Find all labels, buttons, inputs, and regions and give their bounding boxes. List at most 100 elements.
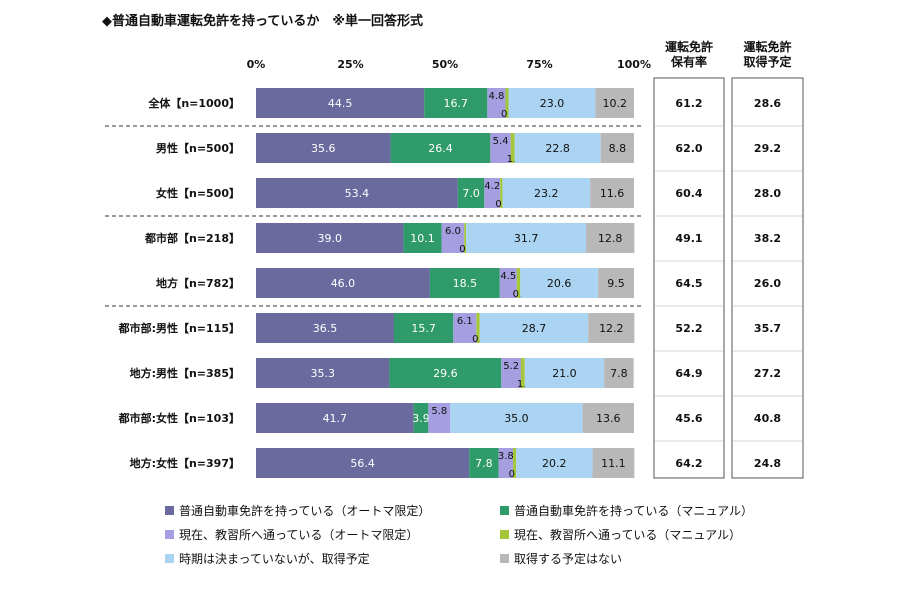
header-plan-rate: 運転免許 取得予定 — [743, 40, 792, 69]
bar-segment — [585, 223, 635, 253]
legend-label: 現在、教習所へ通っている（オートマ限定） — [179, 528, 419, 542]
data-label: 12.8 — [598, 232, 623, 245]
legend-label: 現在、教習所へ通っている（マニュアル） — [514, 528, 742, 542]
data-label: 31.7 — [514, 232, 539, 245]
category-label: 地方:男性【n=385】 — [130, 366, 240, 380]
hold-rate-value: 64.9 — [675, 367, 702, 380]
data-label: 4.5 — [500, 271, 516, 282]
plan-rate-value: 28.0 — [754, 187, 781, 200]
data-label: 5.4 — [493, 136, 509, 147]
bar-segment — [256, 88, 425, 118]
data-label: 39.0 — [317, 232, 342, 245]
bar-segment — [514, 133, 601, 163]
data-label: 21.0 — [552, 367, 577, 380]
legend-item: 時期は決まっていないが、取得予定 — [165, 550, 370, 567]
bar-segment — [582, 403, 634, 433]
bar-segment — [479, 313, 589, 343]
bar-segment — [508, 88, 596, 118]
bar-segment — [428, 403, 451, 433]
data-label: 11.6 — [600, 187, 625, 200]
data-label: 6.0 — [445, 226, 461, 237]
bar-segment — [487, 88, 506, 118]
data-label: 4.2 — [484, 181, 500, 192]
bar-segment — [595, 88, 634, 118]
data-label: 23.2 — [534, 187, 559, 200]
data-label: 7.8 — [475, 457, 493, 470]
bar-segment — [520, 268, 599, 298]
legend-label: 普通自動車免許を持っている（マニュアル） — [514, 504, 754, 518]
legend-item: 普通自動車免許を持っている（マニュアル） — [500, 502, 753, 519]
hold-rate-value: 64.2 — [675, 457, 702, 470]
bar-segment — [424, 88, 488, 118]
data-label: 7.8 — [610, 367, 628, 380]
bar-segment — [590, 178, 634, 208]
x-tick-label: 50% — [432, 58, 458, 71]
data-label: 9.5 — [607, 277, 625, 290]
hold-rate-value: 49.1 — [675, 232, 702, 245]
data-label: 26.4 — [428, 142, 453, 155]
data-label: 3.8 — [498, 451, 514, 462]
data-label: 16.7 — [444, 97, 469, 110]
category-label: 女性【n=500】 — [156, 186, 240, 200]
chart-title: ◆普通自動車運転免許を持っているか ※単一回答形式 — [102, 14, 423, 29]
data-label: 56.4 — [350, 457, 375, 470]
category-label: 地方【n=782】 — [156, 276, 240, 290]
legend-swatch — [500, 506, 509, 515]
bar-segment — [501, 358, 521, 388]
bar-segment — [403, 223, 442, 253]
x-tick-label: 75% — [526, 58, 552, 71]
bar-segment — [498, 448, 514, 478]
bar-segment — [393, 313, 454, 343]
bar-segment — [389, 358, 502, 388]
data-label: 5.2 — [503, 361, 519, 372]
data-label: 8.8 — [609, 142, 627, 155]
hold-rate-column-box — [653, 77, 725, 479]
plan-rate-value: 38.2 — [754, 232, 781, 245]
data-label: 46.0 — [331, 277, 356, 290]
data-label: 41.7 — [323, 412, 348, 425]
bar-segment — [413, 403, 429, 433]
category-label: 都市部:男性【n=115】 — [118, 321, 240, 335]
legend-label: 取得する予定はない — [514, 552, 623, 566]
data-label: 35.6 — [311, 142, 336, 155]
bar-segment — [500, 178, 503, 208]
bar-segment — [441, 223, 465, 253]
bar-segment — [256, 403, 414, 433]
bar-segment — [516, 268, 521, 298]
bar-segment — [499, 268, 517, 298]
bar-segment — [510, 133, 515, 163]
bar-segment — [469, 448, 499, 478]
data-label: 10.2 — [602, 97, 627, 110]
data-label: 28.7 — [522, 322, 547, 335]
hold-rate-value: 64.5 — [675, 277, 702, 290]
category-label: 都市部【n=218】 — [144, 231, 240, 245]
bar-segment — [256, 358, 390, 388]
category-label: 都市部:女性【n=103】 — [118, 411, 240, 425]
data-label: 11.1 — [601, 457, 626, 470]
bar-segment — [256, 268, 430, 298]
header-hold-rate: 運転免許 保有率 — [664, 40, 713, 69]
legend-swatch — [165, 554, 174, 563]
data-label: 29.6 — [433, 367, 458, 380]
bar-segment — [256, 313, 394, 343]
legend-label: 普通自動車免許を持っている（オートマ限定） — [179, 504, 431, 518]
data-label: 22.8 — [545, 142, 570, 155]
plan-rate-value: 35.7 — [754, 322, 781, 335]
legend-item: 現在、教習所へ通っている（オートマ限定） — [165, 526, 418, 543]
data-label: 20.6 — [547, 277, 572, 290]
legend-swatch — [500, 554, 509, 563]
x-tick-label: 25% — [337, 58, 363, 71]
bar-segment — [256, 133, 391, 163]
plan-rate-value: 29.2 — [754, 142, 781, 155]
legend-item: 取得する予定はない — [500, 550, 622, 567]
data-label: 18.5 — [453, 277, 478, 290]
x-tick-label: 100% — [617, 58, 651, 71]
bar-segment — [490, 133, 511, 163]
bar-segment — [390, 133, 491, 163]
plan-rate-value: 24.8 — [754, 457, 781, 470]
bar-segment — [429, 268, 500, 298]
x-tick-label: 0% — [247, 58, 266, 71]
bar-segment — [520, 358, 525, 388]
data-label: 36.5 — [313, 322, 338, 335]
